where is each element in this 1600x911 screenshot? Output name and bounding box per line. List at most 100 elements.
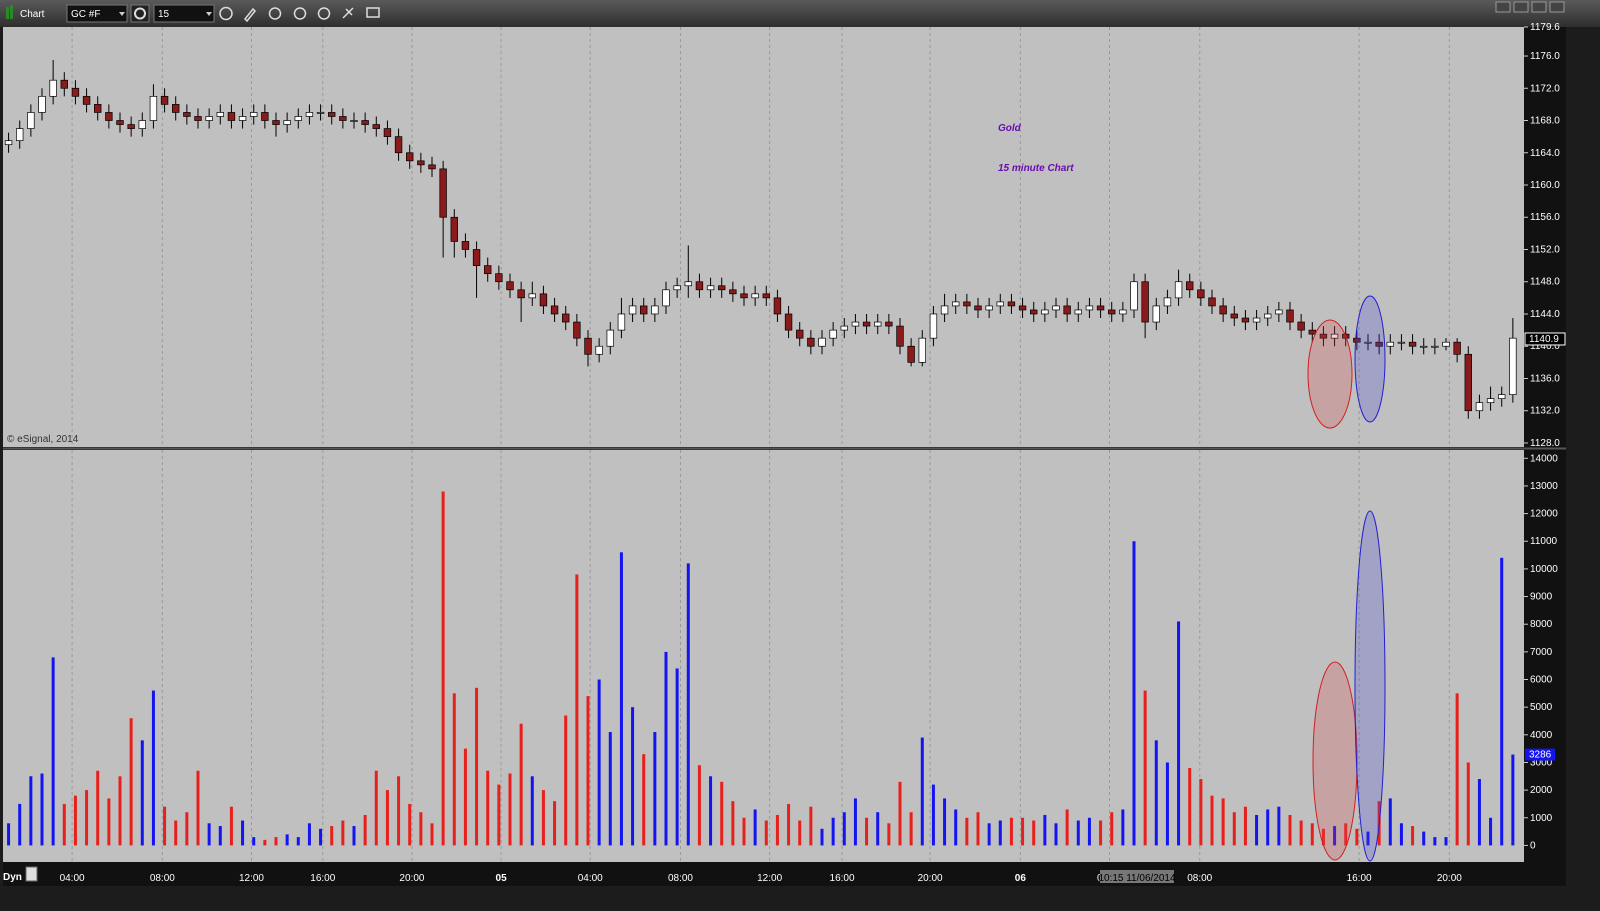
candle-body xyxy=(628,305,637,315)
candle-body xyxy=(1397,341,1406,344)
clock-button[interactable] xyxy=(219,6,233,21)
volume-bar xyxy=(1288,814,1292,846)
candle-body xyxy=(283,120,291,125)
volume-bar xyxy=(1165,762,1169,846)
candle-body xyxy=(773,297,782,315)
candle-body xyxy=(1163,297,1172,307)
candle-body xyxy=(874,321,882,327)
candle-body xyxy=(1375,341,1383,347)
candle-body xyxy=(640,305,648,315)
x-tick-label: 16:00 xyxy=(830,873,855,884)
volume-bar xyxy=(452,693,456,846)
candle-body xyxy=(49,79,57,97)
volume-bar xyxy=(1399,823,1403,846)
x-tick-label: 05 xyxy=(496,873,508,884)
mode-label[interactable]: Dyn xyxy=(3,872,22,883)
y-tick-label: 1136.0 xyxy=(1530,373,1560,384)
volume-bar xyxy=(541,790,545,846)
interval-box[interactable] xyxy=(153,4,215,23)
y-tick-label: 5000 xyxy=(1530,702,1553,713)
y-tick-label: 1168.0 xyxy=(1530,116,1560,127)
candle-body xyxy=(1152,305,1160,323)
candle-body xyxy=(183,112,191,117)
volume-bar xyxy=(631,707,635,846)
symbol-box[interactable] xyxy=(66,4,128,23)
volume-bar xyxy=(831,817,835,846)
draw-button[interactable] xyxy=(243,7,257,23)
dropdown-arrow[interactable] xyxy=(119,12,125,16)
candle-body xyxy=(952,301,960,307)
zoom-button[interactable] xyxy=(317,7,331,20)
candle-body xyxy=(127,124,135,129)
candle-body xyxy=(1464,353,1472,412)
volume-bar xyxy=(1177,621,1181,846)
candle-body xyxy=(584,337,592,355)
cursor-tag xyxy=(1100,870,1174,883)
candle-body xyxy=(1030,309,1038,315)
volume-bar xyxy=(185,812,189,846)
credit: © eSignal, 2014 xyxy=(7,434,79,445)
dropdown-arrow[interactable] xyxy=(206,12,212,16)
volume-bar xyxy=(1243,806,1247,846)
play-button[interactable] xyxy=(293,7,307,20)
candle-body xyxy=(851,321,860,327)
volume-bar xyxy=(341,820,345,846)
candle-body xyxy=(896,325,904,347)
volume-bar xyxy=(430,823,434,846)
highlight-ellipse xyxy=(1307,319,1353,429)
candle-body xyxy=(1174,281,1183,299)
volume-bar xyxy=(575,574,579,846)
candle-body xyxy=(339,116,347,121)
restore-button[interactable] xyxy=(1495,1,1511,13)
candle-body xyxy=(1408,341,1417,347)
tools-button[interactable] xyxy=(342,7,354,19)
candle-body xyxy=(1319,333,1328,339)
candle-body xyxy=(729,289,737,295)
candle-body xyxy=(684,281,692,287)
refresh-button[interactable] xyxy=(268,7,282,20)
volume-bar xyxy=(1199,779,1203,846)
x-tick-label: 16:00 xyxy=(1347,873,1372,884)
volume-bar xyxy=(129,718,133,846)
interval[interactable]: 15 xyxy=(158,9,170,20)
candle-body xyxy=(907,345,915,363)
candle-body xyxy=(673,285,681,291)
maximize-button[interactable] xyxy=(1531,1,1547,13)
volume-bar xyxy=(229,806,233,846)
x-tick-label: 12:00 xyxy=(757,873,782,884)
y-tick-label: 6000 xyxy=(1530,675,1553,686)
comment-button[interactable] xyxy=(366,7,380,18)
close-button[interactable] xyxy=(1549,1,1565,13)
candle-body xyxy=(1330,333,1339,339)
candle-body xyxy=(1308,329,1316,335)
candle-body xyxy=(1453,341,1461,355)
volume-bar xyxy=(73,795,77,846)
y-tick-label: 1160.0 xyxy=(1530,180,1560,191)
volume-bar xyxy=(151,690,155,846)
volume-bar xyxy=(709,776,713,846)
candle-body xyxy=(1186,281,1194,291)
candle-body xyxy=(1241,317,1250,323)
minimize-button[interactable] xyxy=(1513,1,1529,13)
candle-body xyxy=(1420,345,1428,348)
volume-bar xyxy=(352,826,356,846)
volume-bar xyxy=(608,732,612,846)
candle-body xyxy=(428,164,436,170)
settings-icon[interactable] xyxy=(134,7,146,20)
volume-bar xyxy=(909,812,913,846)
volume-bar xyxy=(798,820,802,846)
right-axis xyxy=(1524,27,1566,862)
volume-bar xyxy=(174,820,178,846)
mode-button[interactable] xyxy=(25,866,38,882)
volume-bar xyxy=(363,814,367,846)
candle-body xyxy=(361,120,369,125)
candle-body xyxy=(495,273,503,283)
candle-body xyxy=(149,95,158,121)
volume-bar xyxy=(530,776,534,846)
y-tick-label: 2000 xyxy=(1530,785,1553,796)
y-tick-label: 1000 xyxy=(1530,813,1553,824)
candle-body xyxy=(461,241,470,250)
symbol[interactable]: GC #F xyxy=(71,9,100,20)
settings-button[interactable] xyxy=(130,4,150,23)
last-price-tag xyxy=(1524,332,1566,346)
